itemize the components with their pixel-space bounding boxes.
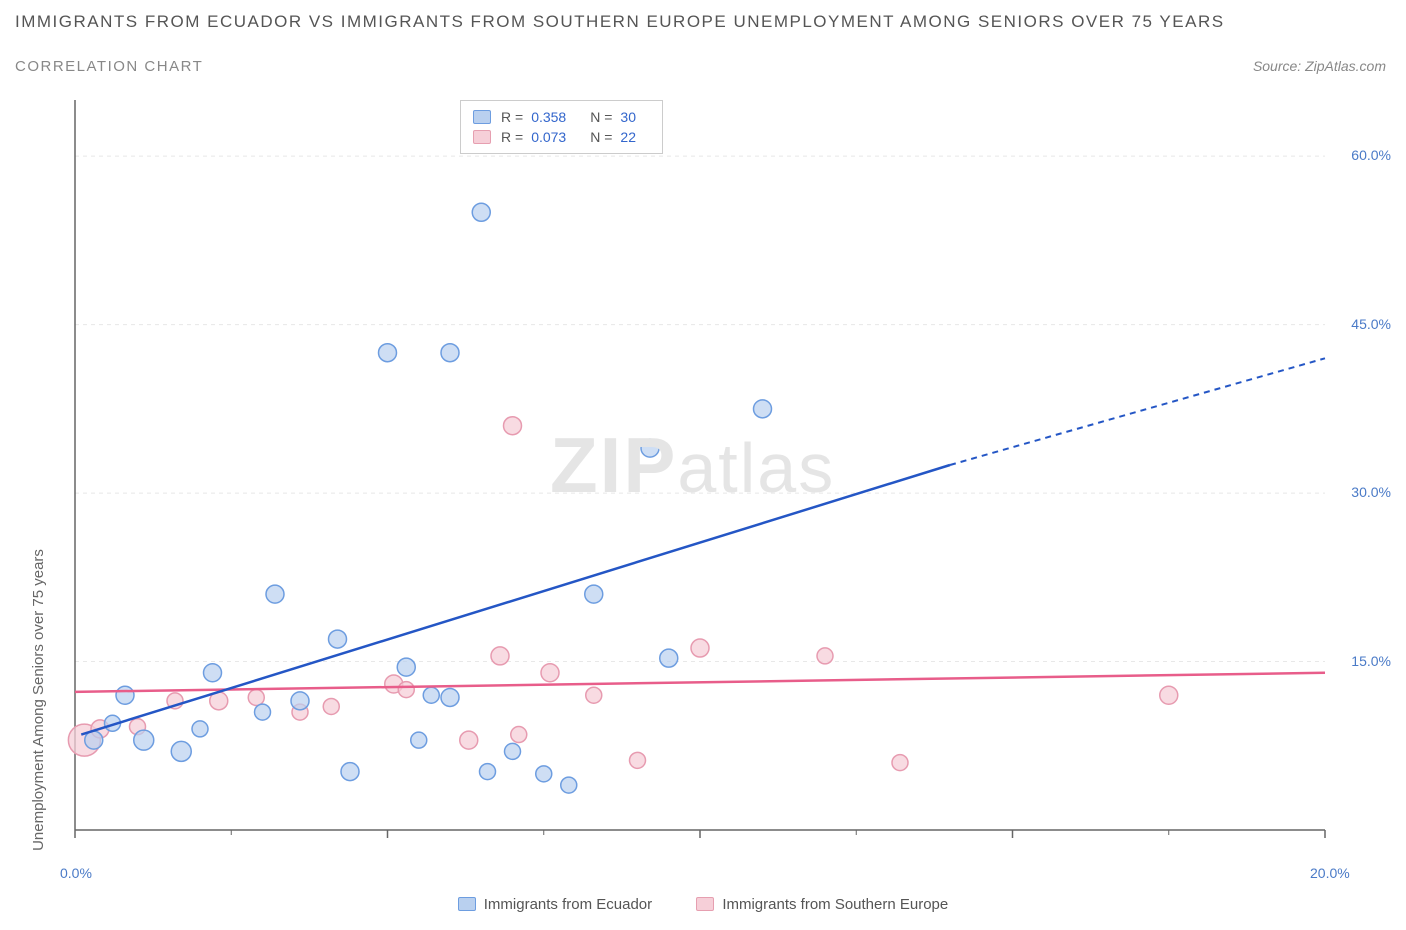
y-tick-label: 30.0%	[1351, 484, 1391, 500]
source-label: Source: ZipAtlas.com	[1253, 58, 1386, 74]
legend-item-ecuador: Immigrants from Ecuador	[458, 896, 652, 913]
n-label-1: N =	[590, 109, 612, 125]
watermark: ZIPatlas	[550, 420, 835, 511]
y-tick-label: 15.0%	[1351, 653, 1391, 669]
legend-item-southern-europe: Immigrants from Southern Europe	[696, 896, 948, 913]
r-value-1: 0.358	[531, 109, 566, 125]
n-value-1: 30	[620, 109, 636, 125]
r-label-1: R =	[501, 109, 523, 125]
r-value-2: 0.073	[531, 129, 566, 145]
stats-legend-row-1: R = 0.358 N = 30	[473, 107, 650, 127]
y-tick-label: 45.0%	[1351, 316, 1391, 332]
watermark-prefix: ZIP	[550, 421, 677, 509]
series-legend: Immigrants from Ecuador Immigrants from …	[0, 896, 1406, 916]
r-label-2: R =	[501, 129, 523, 145]
legend-swatch-southern-europe-icon	[696, 897, 714, 911]
y-tick-label: 60.0%	[1351, 147, 1391, 163]
y-axis-label: Unemployment Among Seniors over 75 years	[30, 549, 47, 851]
n-value-2: 22	[620, 129, 636, 145]
legend-swatch-ecuador-icon	[458, 897, 476, 911]
chart-title: IMMIGRANTS FROM ECUADOR VS IMMIGRANTS FR…	[15, 12, 1225, 32]
n-label-2: N =	[590, 129, 612, 145]
legend-swatch-ecuador	[473, 110, 491, 124]
stats-legend-row-2: R = 0.073 N = 22	[473, 127, 650, 147]
x-tick-label: 20.0%	[1310, 865, 1350, 881]
stats-legend: R = 0.358 N = 30 R = 0.073 N = 22	[460, 100, 663, 154]
chart-subtitle: CORRELATION CHART	[15, 58, 203, 75]
legend-label-southern-europe: Immigrants from Southern Europe	[722, 896, 948, 913]
watermark-suffix: atlas	[677, 429, 835, 507]
legend-swatch-southern-europe	[473, 130, 491, 144]
x-tick-label: 0.0%	[60, 865, 92, 881]
legend-label-ecuador: Immigrants from Ecuador	[484, 896, 652, 913]
